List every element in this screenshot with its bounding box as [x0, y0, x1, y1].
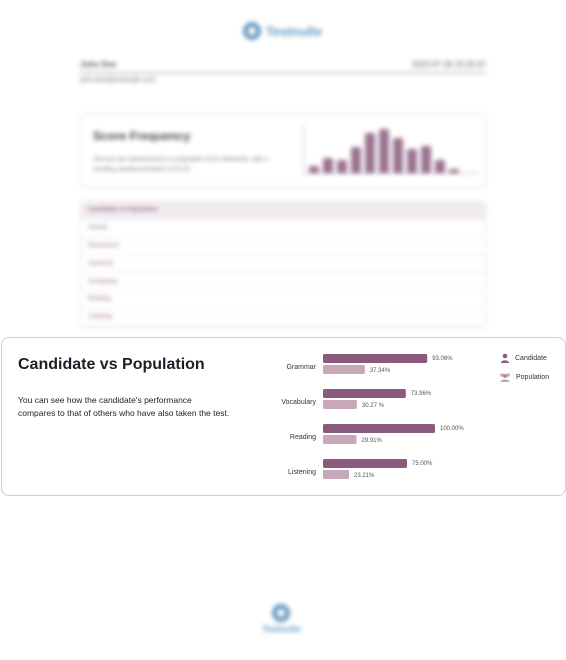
- score-frequency-bar: [449, 169, 459, 173]
- score-frequency-bar: [351, 146, 361, 173]
- table-row: Reading: [81, 291, 485, 309]
- population-value-label: 37.34%: [370, 368, 391, 374]
- group-icon: [500, 373, 510, 382]
- table-row: Listening: [81, 309, 485, 327]
- population-value-label: 29.91%: [361, 438, 382, 444]
- legend-population-label: Population: [516, 373, 550, 381]
- table-row: Overall: [81, 220, 485, 238]
- population-value-label: 23.21%: [354, 473, 375, 479]
- score-frequency-bar: [393, 137, 403, 173]
- score-frequency-bar: [407, 148, 417, 173]
- candidate-bar: [323, 424, 435, 433]
- candidate-vs-population-card: Candidate vs Population You can see how …: [1, 337, 566, 496]
- score-frequency-bar: [379, 129, 389, 173]
- report-timestamp: 2023-07-26 15:20:37: [411, 60, 486, 69]
- score-frequency-bar: [365, 133, 375, 173]
- candidate-value-label: 75.00%: [412, 461, 433, 467]
- population-value-label: 30.27 %: [362, 403, 385, 409]
- candidate-value-label: 73.96%: [411, 391, 432, 397]
- category-label: Reading: [290, 434, 316, 441]
- candidate-bar: [323, 354, 428, 363]
- score-frequency-bar: [421, 145, 431, 173]
- table-row: Grammar: [81, 255, 485, 274]
- score-frequency-description: The test was administered to a populatio…: [93, 157, 268, 173]
- population-bar: [323, 400, 357, 409]
- brand-name: Testnulle: [266, 23, 323, 39]
- candidate-header: John Doe 2023-07-26 15:20:37: [80, 60, 486, 74]
- candidate-bar: [323, 389, 406, 398]
- category-label: Listening: [288, 469, 316, 476]
- candidate-bar: [323, 459, 407, 468]
- candidate-value-label: 93.06%: [432, 356, 453, 362]
- person-icon: [501, 353, 509, 363]
- card-title: Candidate vs Population: [18, 356, 205, 373]
- card-description: You can see how the candidate's performa…: [18, 395, 230, 418]
- brand-logo: Testnulle: [243, 22, 322, 40]
- category-label: Grammar: [286, 364, 316, 371]
- table-header: Candidate vs Population: [81, 202, 485, 220]
- candidate-vs-population-chart: Grammar 93.06% 37.34% Vocabulary 73.96% 30.27…: [281, 354, 464, 479]
- footer-logo: Testnulle: [262, 604, 301, 634]
- score-frequency-bar: [309, 166, 319, 173]
- population-bar: [323, 435, 357, 444]
- score-frequency-bar: [323, 157, 333, 173]
- brand-logo-icon: [243, 22, 261, 40]
- legend-candidate: Candidate: [500, 353, 547, 363]
- comparison-table: Candidate vs Population Overall Dimensions…: [80, 201, 486, 328]
- score-frequency-chart: [303, 125, 479, 174]
- legend-population: Population: [499, 372, 549, 382]
- legend-candidate-label: Candidate: [515, 354, 547, 362]
- table-row: Vocabulary: [81, 273, 485, 291]
- category-label: Vocabulary: [281, 399, 316, 406]
- population-bar: [323, 470, 349, 479]
- candidate-value-label: 100.00%: [440, 426, 464, 432]
- table-row: Dimensions: [81, 238, 485, 256]
- score-frequency-bar: [435, 159, 445, 173]
- score-frequency-bar: [337, 159, 347, 173]
- candidate-name: John Doe: [80, 60, 117, 69]
- candidate-email: john.doe@example.com: [80, 77, 156, 84]
- score-frequency-card: Score Frequency The test was administere…: [80, 114, 486, 188]
- population-bar: [323, 365, 365, 374]
- footer-logo-icon: [272, 604, 291, 622]
- footer-brand-name: Testnulle: [262, 624, 301, 634]
- score-frequency-title: Score Frequency: [93, 129, 191, 143]
